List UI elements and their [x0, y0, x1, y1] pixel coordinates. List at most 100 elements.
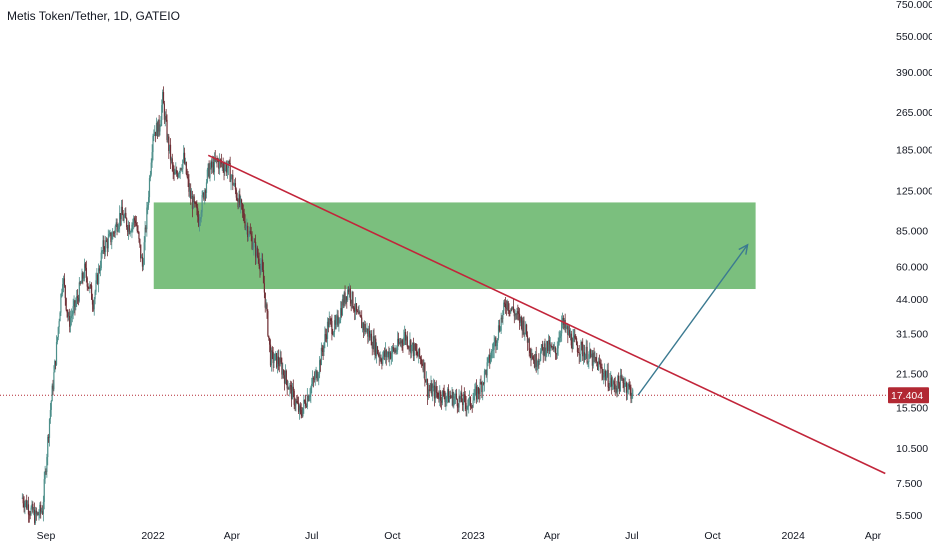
candle-body	[455, 393, 458, 400]
candle-body	[483, 382, 485, 384]
price-axis[interactable]: 750.000 550.000 390.000 265.000 185.000 125.0…	[888, 0, 932, 522]
candle-body	[318, 373, 320, 379]
candle-body	[529, 350, 531, 354]
chart-title: Metis Token/Tether, 1D, GATEIO	[7, 9, 180, 23]
candle-body	[494, 337, 496, 343]
candle-body	[309, 395, 311, 398]
candle-body	[312, 378, 315, 379]
candle-body	[534, 354, 536, 368]
candle-body	[146, 207, 148, 230]
candle-body	[74, 300, 76, 308]
candle-body	[330, 319, 332, 321]
candle-body	[569, 333, 572, 338]
candle-body	[27, 504, 30, 515]
candle-body	[411, 342, 414, 346]
candle-body	[594, 357, 596, 359]
candle-body	[550, 344, 552, 347]
candle-body	[564, 319, 566, 329]
candle-body	[357, 311, 359, 314]
candle-body	[500, 317, 502, 331]
candle-body	[429, 389, 431, 391]
candle-body	[320, 347, 322, 366]
candle-body	[126, 218, 128, 228]
candle-body	[596, 360, 598, 362]
candle-body	[400, 340, 402, 344]
candle-body	[118, 225, 120, 230]
candle-body	[526, 335, 529, 343]
candle-body	[447, 389, 449, 397]
candle-body	[184, 162, 187, 164]
candle-body	[149, 174, 151, 179]
candle-body	[533, 359, 535, 361]
candle-body	[35, 510, 37, 515]
candle-body	[87, 286, 89, 288]
candle-body	[612, 381, 615, 385]
candle-body	[145, 227, 147, 230]
descending-trendline	[207, 154, 886, 475]
candle-body	[176, 173, 179, 178]
candle-body	[268, 335, 270, 338]
candle-body	[178, 173, 180, 174]
candle-body	[45, 471, 47, 472]
candle-body	[462, 394, 465, 406]
candle-body	[211, 161, 213, 168]
candle-body	[270, 350, 272, 366]
candle-body	[186, 174, 188, 177]
candle-body	[135, 222, 137, 226]
candle-body	[427, 389, 429, 397]
candle-body	[210, 161, 212, 169]
plot-area[interactable]	[0, 86, 887, 525]
candle-body	[466, 406, 468, 410]
candle-body	[94, 291, 96, 299]
candle-body	[391, 346, 394, 354]
candle-body	[113, 232, 116, 234]
candle-body	[117, 229, 119, 232]
candle-body	[586, 346, 588, 363]
candle-body	[65, 298, 67, 310]
candle-body	[54, 360, 56, 373]
candle-body	[26, 500, 28, 509]
candle-body	[212, 162, 215, 173]
candle-body	[263, 283, 265, 293]
candle-body	[419, 357, 422, 359]
candle-body	[43, 479, 45, 502]
candle-body	[107, 236, 109, 249]
candle-body	[148, 178, 151, 198]
candle-body	[456, 399, 458, 407]
candle-body	[141, 256, 144, 267]
candle-body	[183, 152, 185, 160]
candle-body	[541, 344, 543, 348]
candle-body	[340, 308, 343, 316]
candle-body	[512, 306, 515, 312]
candle-body	[294, 404, 296, 406]
candle-body	[109, 232, 111, 235]
candle-body	[69, 316, 71, 327]
candle-body	[431, 383, 433, 397]
time-axis[interactable]: Sep 2022 Apr Jul Oct 2023 Apr Jul Oct 2024 Apr	[37, 530, 882, 542]
candle-body	[239, 194, 241, 205]
candle-body	[84, 263, 87, 268]
candle-body	[200, 212, 202, 219]
candle-body	[311, 384, 313, 388]
candle-body	[401, 340, 403, 344]
current-price-badge	[888, 387, 929, 404]
time-tick-label: 2022	[141, 530, 165, 542]
candle-body	[498, 325, 501, 331]
candle-body	[222, 163, 224, 169]
candle-body	[163, 103, 165, 120]
candle-body	[470, 406, 472, 408]
candle-body	[399, 342, 401, 344]
candle-body	[408, 346, 410, 348]
candle-body	[507, 301, 509, 311]
candle-body	[485, 370, 487, 376]
candle-body	[533, 359, 536, 368]
candle-body	[352, 291, 354, 308]
candle-body	[363, 323, 365, 330]
candle-body	[497, 325, 500, 339]
price-tick-label: 60.000	[896, 262, 928, 274]
candle-body	[549, 344, 551, 352]
candle-body	[165, 116, 167, 120]
candle-body	[275, 353, 277, 355]
candle-body	[606, 369, 608, 377]
